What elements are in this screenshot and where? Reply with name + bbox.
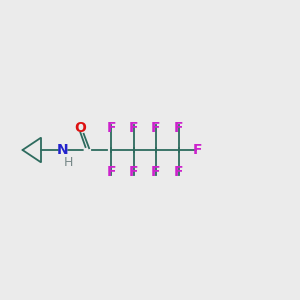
Text: H: H [64,156,73,169]
Text: F: F [174,165,183,178]
Text: N: N [57,143,69,157]
Text: F: F [106,165,116,178]
Text: F: F [151,165,161,178]
Text: F: F [174,122,183,135]
Text: F: F [129,165,138,178]
Text: F: F [129,122,138,135]
Text: F: F [151,122,161,135]
Text: O: O [74,121,86,134]
Text: F: F [106,122,116,135]
Text: F: F [193,143,203,157]
